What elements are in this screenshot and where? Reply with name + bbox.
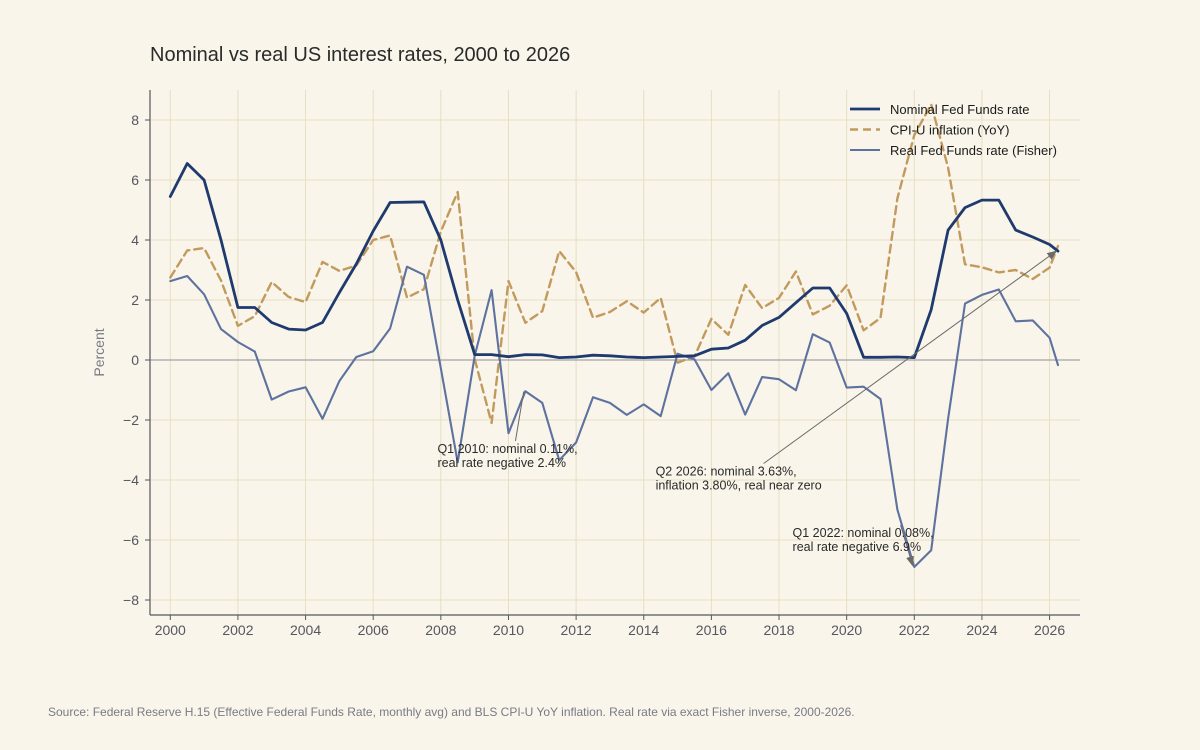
chart-title: Nominal vs real US interest rates, 2000 …	[150, 44, 571, 66]
axis-layer: 2000 2002 2004 2006 2008 2010 2012 2014 2016 2018…	[91, 90, 1080, 638]
x-tick-label: 2024	[966, 622, 997, 638]
x-tick-label: 2008	[425, 622, 456, 638]
x-tick-label: 2026	[1034, 622, 1065, 638]
source-note: Source: Federal Reserve H.15 (Effective …	[48, 705, 855, 719]
annotation-text: real rate negative 2.4%	[437, 456, 566, 470]
annotation-0: Q1 2010: nominal 0.11%,real rate negativ…	[437, 391, 578, 470]
y-tick-label: −6	[123, 532, 139, 548]
x-tick-label: 2014	[628, 622, 659, 638]
y-tick-label: 4	[131, 232, 139, 248]
annotation-1: Q2 2026: nominal 3.63%,inflation 3.80%, …	[656, 250, 1058, 493]
y-tick-label: −2	[123, 412, 139, 428]
series-line-1	[169, 103, 1060, 425]
x-tick-label: 2020	[831, 622, 862, 638]
y-tick-label: −4	[123, 472, 139, 488]
x-tick-label: 2018	[763, 622, 794, 638]
series-line-2	[169, 265, 1060, 569]
x-tick-label: 2006	[358, 622, 389, 638]
x-tick-label: 2000	[155, 622, 186, 638]
legend-label-0: Nominal Fed Funds rate	[890, 102, 1029, 117]
grid-layer	[150, 90, 1080, 615]
annotation-text: real rate negative 6.9%	[793, 540, 922, 554]
annotation-connector	[900, 524, 914, 567]
x-tick-label: 2016	[696, 622, 727, 638]
annotation-text: inflation 3.80%, real near zero	[656, 479, 822, 493]
x-tick-label: 2002	[222, 622, 253, 638]
legend-label-2: Real Fed Funds rate (Fisher)	[890, 143, 1057, 158]
y-tick-label: 0	[131, 352, 139, 368]
y-axis-title: Percent	[91, 328, 107, 376]
x-tick-label: 2010	[493, 622, 524, 638]
annotation-text: Q1 2022: nominal 0.08%,	[793, 526, 934, 540]
x-tick-label: 2022	[899, 622, 930, 638]
series-layer	[168, 103, 1060, 569]
x-tick-label: 2012	[561, 622, 592, 638]
annotation-connector	[514, 391, 525, 442]
legend-label-1: CPI-U inflation (YoY)	[890, 123, 1009, 138]
annotation-text: Q1 2010: nominal 0.11%,	[437, 442, 577, 456]
annotation-2: Q1 2022: nominal 0.08%,real rate negativ…	[793, 524, 934, 567]
annotation-text: Q2 2026: nominal 3.63%,	[656, 465, 797, 479]
y-tick-label: 2	[131, 292, 139, 308]
x-tick-label: 2004	[290, 622, 321, 638]
y-tick-label: 8	[131, 112, 139, 128]
y-tick-label: 6	[131, 172, 139, 188]
y-tick-label: −8	[123, 592, 139, 608]
annotation-connector	[763, 250, 1058, 464]
series-line-0	[168, 162, 1060, 359]
legend-layer: Nominal Fed Funds rate CPI-U inflation (Y…	[850, 102, 1057, 158]
annotation-layer: Q1 2010: nominal 0.11%,real rate negativ…	[437, 250, 1058, 567]
